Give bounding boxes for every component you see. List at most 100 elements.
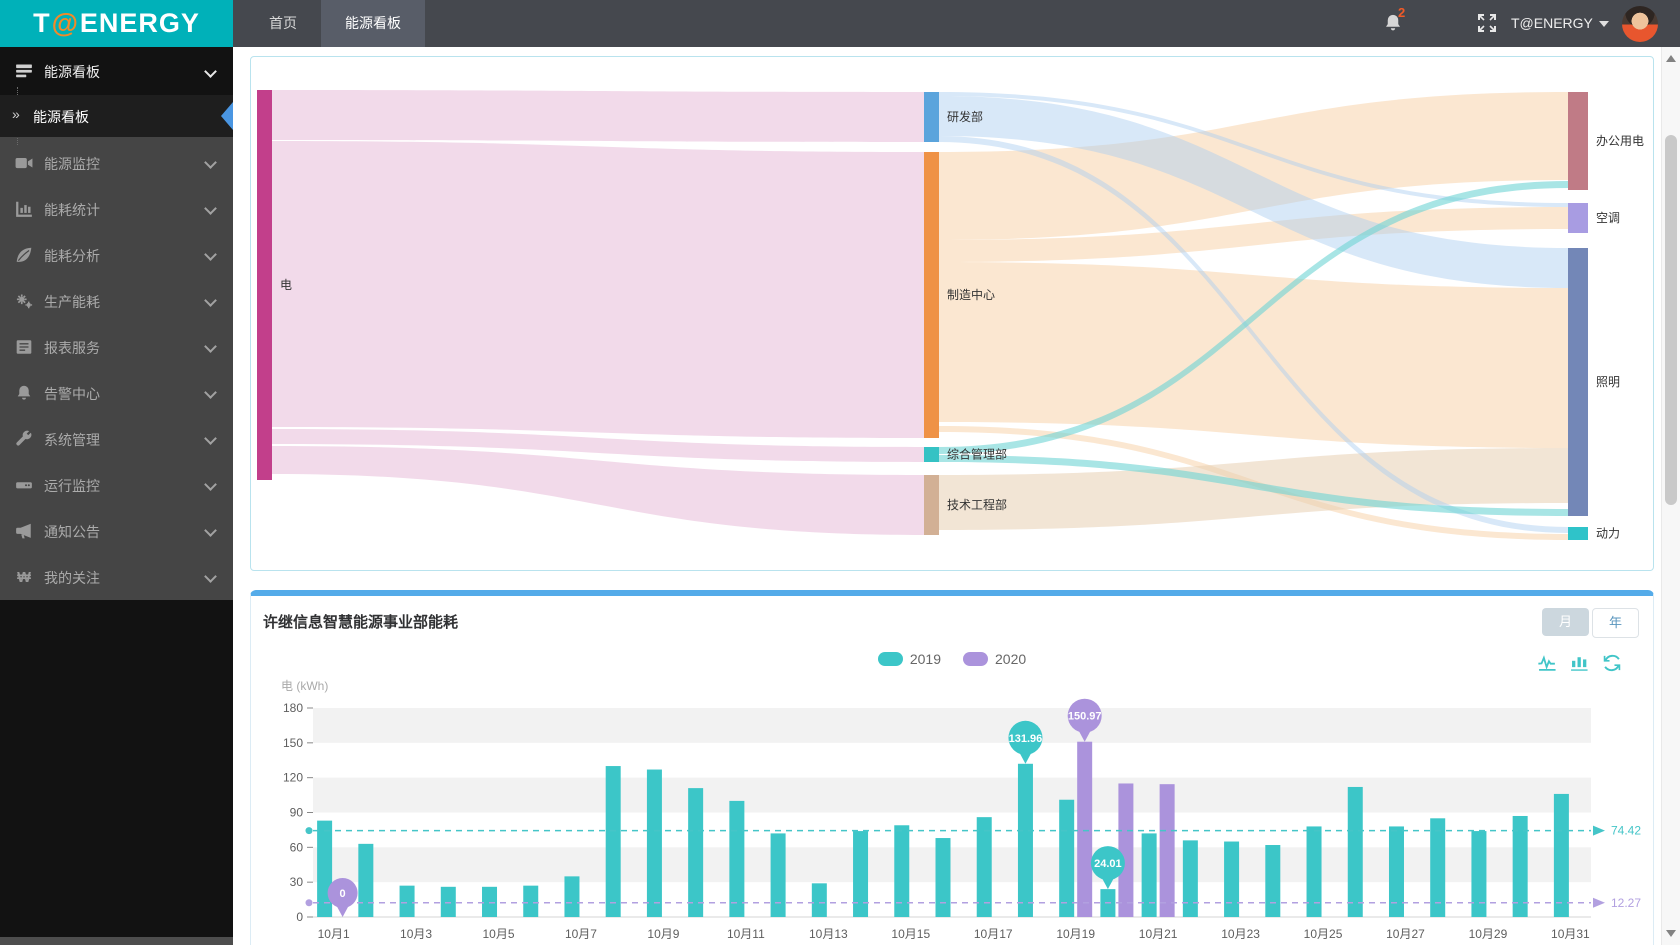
tab-energy-board[interactable]: 能源看板 (321, 0, 425, 47)
sidebar-filler (0, 600, 233, 937)
app-logo: T @ ENERGY (0, 0, 233, 47)
sidebar-item[interactable]: 报表服务 (0, 324, 233, 370)
markpoint-max-2020 (1067, 698, 1102, 733)
markpoint-label: 24.01 (1094, 858, 1122, 870)
user-menu[interactable]: T@ENERGY (1511, 0, 1609, 47)
bar-2019 (976, 817, 992, 917)
fullscreen-button[interactable] (1477, 13, 1497, 38)
sidebar-item[interactable]: 能源监控 (0, 140, 233, 186)
y-tick-label: 150 (283, 736, 303, 750)
bar-2019 (894, 825, 910, 917)
refresh-icon[interactable] (1601, 651, 1623, 675)
x-tick-label: 10月9 (647, 927, 679, 941)
sankey-node-label: 办公用电 (1596, 133, 1644, 148)
sankey-node[interactable] (1568, 527, 1588, 540)
avg-arrow-icon (1593, 897, 1605, 908)
toggle-month-button[interactable]: 月 (1542, 608, 1589, 636)
sankey-link-制造中心-空调 (939, 207, 1568, 262)
sankey-link-电-综合管理部 (272, 429, 924, 462)
sidebar-item[interactable]: 能耗统计 (0, 186, 233, 232)
sidebar-subitem-energy-board-active[interactable]: » 能源看板 (0, 95, 233, 137)
sidebar-subitem-label: 能源看板 (33, 109, 89, 125)
bar-2019 (399, 885, 415, 917)
sidebar-item[interactable]: 能耗分析 (0, 232, 233, 278)
grid-band (313, 777, 1591, 813)
toggle-year-button[interactable]: 年 (1592, 608, 1639, 638)
sankey-node[interactable] (257, 90, 272, 480)
legend-2020[interactable]: 2020 (963, 651, 1026, 667)
sankey-node[interactable] (1568, 203, 1588, 233)
sidebar-item[interactable]: ₩ 我的关注 (0, 554, 233, 600)
vertical-scrollbar[interactable] (1661, 47, 1680, 945)
sankey-link-电-制造中心 (272, 141, 924, 438)
x-tick-label: 10月11 (727, 927, 765, 941)
sankey-node[interactable] (924, 447, 939, 462)
sidebar-item[interactable]: 通知公告 (0, 508, 233, 554)
svg-text:₩: ₩ (17, 570, 31, 586)
x-tick-label: 10月7 (565, 927, 597, 941)
notification-badge: 2 (1398, 5, 1406, 20)
sidebar-item[interactable]: 告警中心 (0, 370, 233, 416)
sankey-node[interactable] (1568, 248, 1588, 516)
sankey-node-label: 综合管理部 (947, 447, 1007, 462)
bar-2019 (1059, 799, 1075, 917)
sidebar-item[interactable]: 生产能耗 (0, 278, 233, 324)
sankey-node[interactable] (924, 92, 939, 142)
chevron-down-icon (204, 294, 217, 307)
sankey-link-综合管理部-办公用电 (939, 181, 1568, 454)
bar-2019 (1512, 815, 1528, 917)
bar-2019 (729, 800, 745, 917)
avg-line-label: 12.27 (1611, 896, 1641, 910)
notification-bell[interactable]: 2 (1383, 5, 1405, 38)
y-tick-label: 30 (290, 875, 304, 889)
sankey-node[interactable] (924, 475, 939, 535)
sankey-node[interactable] (1568, 92, 1588, 190)
logo-text: T (33, 8, 51, 38)
vertical-scrollbar-thumb[interactable] (1665, 135, 1677, 505)
logo-at-icon: @ (51, 8, 79, 38)
line-chart-tool-icon[interactable] (1537, 651, 1559, 675)
x-tick-label: 10月1 (318, 927, 350, 941)
sankey-link-研发部-空调 (939, 92, 1568, 207)
bar-2019 (1388, 826, 1404, 917)
sidebar-item-label: 能源监控 (44, 156, 100, 172)
wrench-icon (15, 430, 33, 448)
x-tick-label: 10月5 (483, 927, 515, 941)
bar-2019 (1224, 841, 1240, 917)
markpoint-min-2019 (1090, 846, 1125, 881)
sidebar-item[interactable]: 运行监控 (0, 462, 233, 508)
sidebar-item[interactable]: 系统管理 (0, 416, 233, 462)
chevron-down-icon (204, 432, 217, 445)
bar-2019 (1471, 831, 1487, 917)
legend-2019[interactable]: 2019 (877, 651, 941, 667)
bar-2019 (646, 769, 662, 917)
chevron-down-icon (204, 156, 217, 169)
sidebar-item-energy-board[interactable]: 能源看板 (0, 47, 233, 95)
avatar[interactable] (1622, 6, 1658, 42)
y-axis-title: 电 (kWh) (281, 679, 328, 693)
sidebar-item-label: 能源看板 (44, 64, 100, 80)
sidebar-item-label: 生产能耗 (44, 294, 100, 310)
sidebar-item-label: 我的关注 (44, 570, 100, 586)
bar-2019 (1141, 833, 1157, 917)
bar-2019 (482, 886, 498, 917)
sidebar-item-label: 能耗分析 (44, 248, 100, 264)
tab-home[interactable]: 首页 (269, 15, 297, 31)
sidebar-item-label: 运行监控 (44, 478, 100, 494)
x-tick-label: 10月23 (1221, 927, 1260, 941)
drive-icon (15, 476, 33, 494)
bar-2020 (1159, 784, 1175, 917)
sankey-node-label: 空调 (1596, 211, 1620, 225)
horizontal-scrollbar-thumb[interactable] (0, 937, 233, 945)
x-tick-label: 10月27 (1386, 927, 1425, 941)
bar-chart-tool-icon[interactable] (1569, 651, 1591, 675)
leaf-icon (15, 246, 33, 264)
bell-icon (1386, 14, 1400, 31)
scroll-up-icon[interactable] (1666, 55, 1676, 62)
markpoint-max-2019 (1008, 720, 1043, 755)
scroll-down-icon[interactable] (1666, 930, 1676, 937)
chevron-down-icon (204, 202, 217, 215)
avg-line-dot (305, 899, 313, 907)
sankey-node[interactable] (924, 152, 939, 438)
